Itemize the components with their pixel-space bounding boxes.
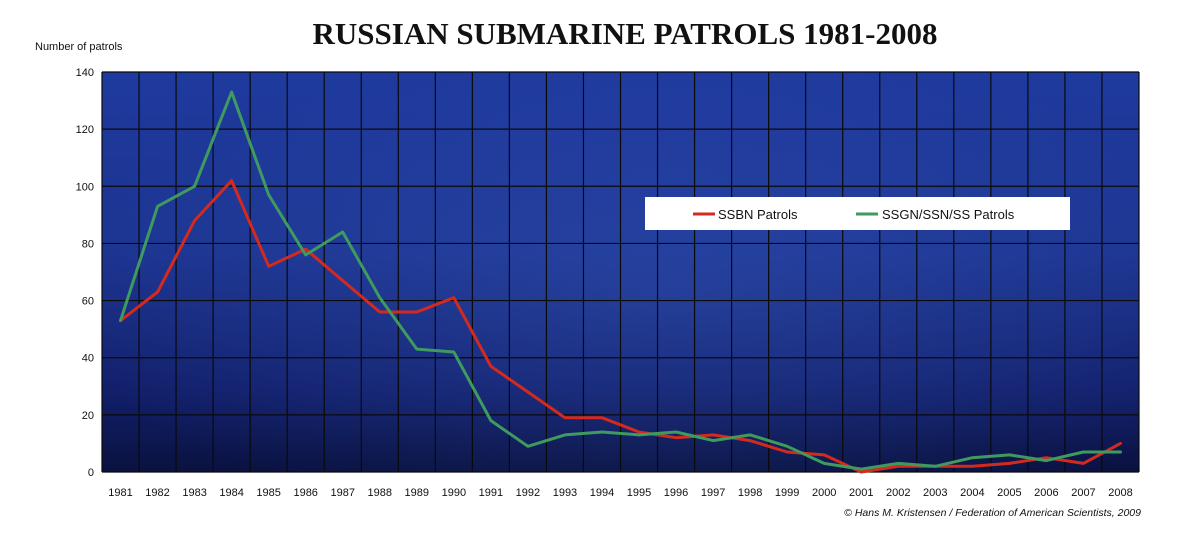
chart-title: RUSSIAN SUBMARINE PATROLS 1981-2008: [313, 16, 938, 51]
x-tick-label: 1982: [145, 487, 169, 499]
x-tick-label: 1994: [590, 487, 614, 499]
legend-label-ssbn: SSBN Patrols: [718, 207, 798, 222]
x-tick-label: 2005: [997, 487, 1021, 499]
y-tick-label: 0: [88, 467, 94, 479]
series-line-ssgn: [119, 90, 1122, 471]
x-tick-label: 1985: [256, 487, 280, 499]
x-tick-label: 2006: [1034, 487, 1058, 499]
y-tick-label: 60: [82, 296, 94, 308]
x-tick-label: 1997: [701, 487, 725, 499]
x-tick-label: 2000: [812, 487, 836, 499]
x-tick-label: 1989: [405, 487, 429, 499]
x-tick-label: 1986: [293, 487, 317, 499]
x-tick-label: 1984: [219, 487, 243, 499]
y-axis-ticks: 0 20 40 60 80 100 120 140: [76, 67, 94, 479]
x-tick-label: 1981: [108, 487, 132, 499]
x-tick-label: 2008: [1108, 487, 1132, 499]
series-lines: [119, 90, 1122, 474]
x-tick-label: 1999: [775, 487, 799, 499]
series-line-ssbn: [119, 179, 1122, 474]
y-tick-label: 120: [76, 124, 94, 136]
x-tick-label: 2007: [1071, 487, 1095, 499]
x-tick-label: 2002: [886, 487, 910, 499]
x-tick-label: 1991: [479, 487, 503, 499]
grid: [101, 71, 1140, 473]
x-tick-label: 1992: [516, 487, 540, 499]
x-tick-label: 1983: [182, 487, 206, 499]
y-tick-label: 20: [82, 410, 94, 422]
x-tick-label: 1998: [738, 487, 762, 499]
x-tick-label: 1987: [330, 487, 354, 499]
y-axis-label: Number of patrols: [35, 41, 123, 53]
x-tick-label: 1988: [368, 487, 392, 499]
x-tick-label: 1995: [627, 487, 651, 499]
x-axis-ticks: 1981 1982 1983 1984 1985 1986 1987 1988 1989 1990…: [108, 487, 1132, 499]
x-tick-label: 1993: [553, 487, 577, 499]
y-tick-label: 80: [82, 238, 94, 250]
y-tick-label: 40: [82, 353, 94, 365]
credit-text: © Hans M. Kristensen / Federation of Ame…: [844, 507, 1141, 519]
y-tick-label: 100: [76, 181, 94, 193]
y-tick-label: 140: [76, 67, 94, 79]
x-tick-label: 1990: [442, 487, 466, 499]
legend-label-ssgn: SSGN/SSN/SS Patrols: [882, 207, 1015, 222]
legend: SSBN Patrols SSGN/SSN/SS Patrols: [645, 197, 1070, 230]
x-tick-label: 2003: [923, 487, 947, 499]
x-tick-label: 2004: [960, 487, 984, 499]
x-tick-label: 1996: [664, 487, 688, 499]
x-tick-label: 2001: [849, 487, 873, 499]
